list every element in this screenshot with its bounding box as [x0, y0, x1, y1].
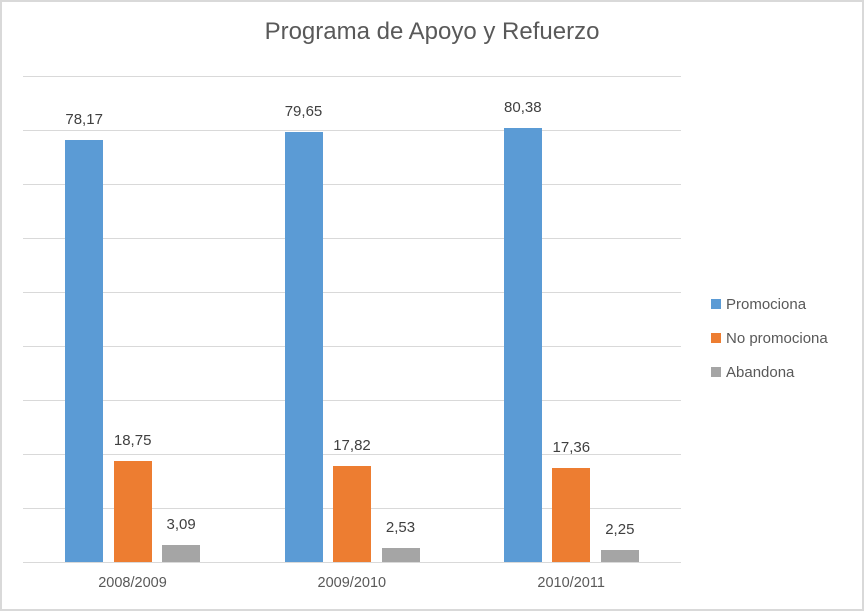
data-label: 2,53: [385, 519, 416, 537]
bar-abandona: [600, 549, 639, 562]
legend-label: Abandona: [726, 363, 795, 381]
legend-swatch-icon: [711, 299, 721, 309]
legend-label: Promociona: [726, 295, 807, 313]
category-label: 2010/2011: [537, 575, 605, 591]
bar-promociona: [284, 131, 323, 562]
gridline: [23, 184, 681, 185]
data-label: 79,65: [284, 102, 323, 120]
data-label: 3,09: [166, 516, 196, 534]
legend-label: No promociona: [726, 329, 828, 347]
legend: Promociona No promociona Abandona: [711, 287, 828, 389]
gridline: [23, 76, 681, 77]
bar-no-promociona: [552, 468, 591, 562]
data-label: 80,38: [504, 98, 542, 116]
data-label: 78,17: [65, 110, 103, 128]
bar-abandona: [381, 548, 420, 562]
data-label: 18,75: [113, 431, 152, 449]
legend-item: Promociona: [711, 287, 828, 321]
data-label: 2,25: [605, 520, 635, 538]
bar-promociona: [503, 127, 542, 562]
plot-area: 78,17 18,75 3,09 79,65 17,82 2,53 80,38 17,36 2,…: [23, 76, 681, 563]
gridline: [23, 454, 681, 455]
gridline: [23, 292, 681, 293]
gridline: [23, 238, 681, 239]
legend-swatch-icon: [711, 333, 721, 343]
bar-no-promociona: [113, 460, 152, 562]
legend-swatch-icon: [711, 367, 721, 377]
bar-no-promociona: [333, 465, 371, 562]
gridline: [23, 130, 681, 131]
legend-item: Abandona: [711, 355, 828, 389]
data-label: 17,82: [333, 436, 371, 454]
legend-item: No promociona: [711, 321, 828, 355]
gridline: [23, 400, 681, 401]
category-label: 2008/2009: [98, 575, 167, 591]
x-axis-line: [23, 562, 681, 563]
data-label: 17,36: [552, 439, 591, 457]
gridline: [23, 346, 681, 347]
category-label: 2009/2010: [317, 575, 387, 591]
bar-abandona: [162, 545, 201, 562]
chart-title: Programa de Apoyo y Refuerzo: [264, 18, 600, 45]
bar-promociona: [65, 139, 104, 562]
